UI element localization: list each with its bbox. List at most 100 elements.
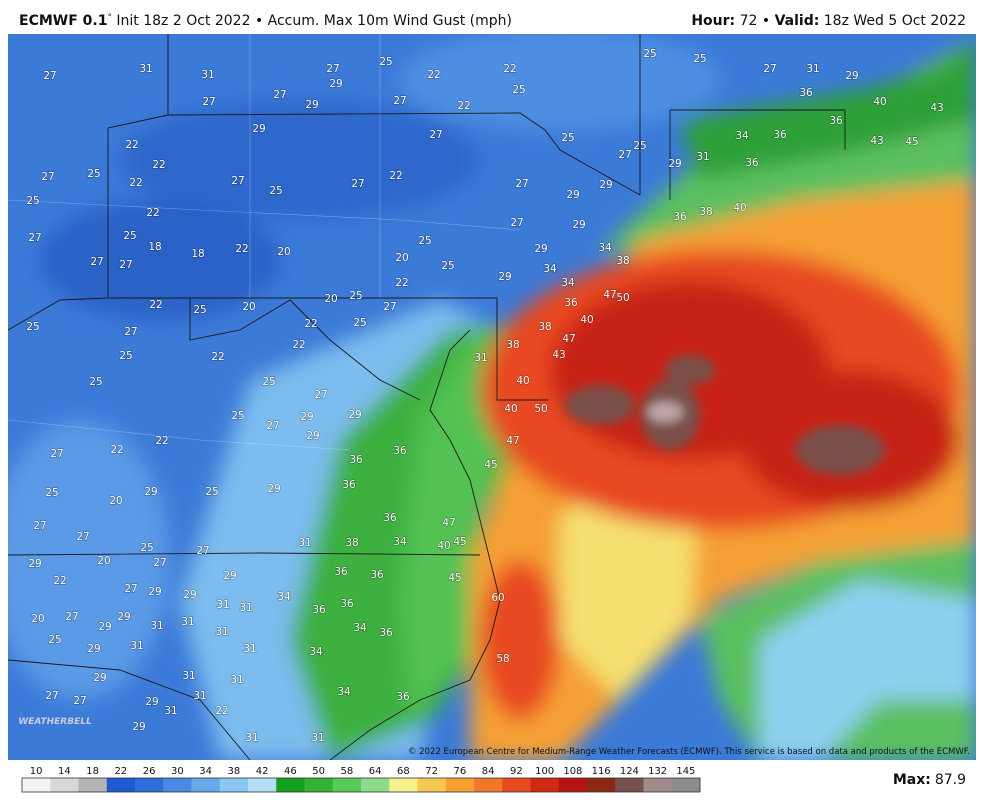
gust-label: 31: [130, 640, 143, 652]
colorbar-swatch: [304, 778, 334, 792]
gust-label: 31: [193, 690, 206, 702]
colorbar-tick-label: 18: [86, 766, 99, 777]
gust-label: 29: [145, 696, 158, 708]
gust-label: 38: [506, 339, 519, 351]
colorbar-swatch: [502, 778, 531, 792]
colorbar-tick-label: 92: [510, 766, 523, 777]
gust-label: 29: [300, 411, 313, 423]
gust-label: 22: [457, 100, 470, 112]
gust-label: 47: [506, 435, 519, 447]
gust-label: 27: [73, 695, 86, 707]
gust-label: 50: [616, 292, 629, 304]
gust-label: 20: [324, 293, 337, 305]
colorbar-tick-label: 64: [369, 766, 382, 777]
gust-label: 34: [337, 686, 351, 698]
gust-label: 29: [668, 158, 681, 170]
gust-label: 31: [150, 620, 163, 632]
gust-label: 36: [340, 598, 354, 610]
gust-label: 25: [353, 317, 366, 329]
gust-label: 29: [348, 409, 361, 421]
gust-label: 25: [441, 260, 454, 272]
gust-label: 31: [239, 602, 252, 614]
gust-label: 45: [448, 572, 461, 584]
gust-label: 27: [351, 178, 364, 190]
colorbar-swatch: [671, 778, 701, 792]
gust-label: 34: [353, 622, 367, 634]
gust-label: 29: [599, 179, 612, 191]
gust-label: 43: [552, 349, 565, 361]
gust-label: 29: [566, 189, 579, 201]
gust-label: 31: [201, 69, 214, 81]
colorbar-tick-label: 26: [143, 766, 156, 777]
header-desc: Init 18z 2 Oct 2022 • Accum. Max 10m Win…: [112, 13, 512, 29]
degree: °: [107, 13, 112, 23]
max: Max: 87.9: [893, 772, 966, 788]
gust-label: 27: [763, 63, 776, 75]
gust-label: 36: [564, 297, 578, 309]
copyright: © 2022 European Centre for Medium-Range …: [408, 747, 970, 757]
colorbar-swatch: [22, 778, 51, 792]
gust-label: 29: [117, 611, 130, 623]
gust-label: 25: [512, 84, 525, 96]
gust-label: 25: [379, 56, 392, 68]
gust-label: 22: [292, 339, 305, 351]
gust-label: 29: [534, 243, 547, 255]
colorbar-swatch: [474, 778, 503, 792]
gust-label: 40: [580, 314, 593, 326]
gust-label: 31: [696, 151, 709, 163]
gust-label: 29: [87, 643, 100, 655]
colorbar-tick-label: 22: [115, 766, 128, 777]
gust-label: 25: [643, 48, 656, 60]
gust-label: 29: [28, 558, 41, 570]
colorbar-tick-label: 100: [535, 766, 554, 777]
gust-label: 22: [149, 299, 162, 311]
model-name: ECMWF 0.1: [19, 13, 107, 29]
gust-label: 27: [50, 448, 63, 460]
gust-label: 47: [603, 289, 616, 301]
gust-label: 40: [437, 540, 450, 552]
gust-label: 38: [345, 537, 358, 549]
gust-label: 31: [298, 537, 311, 549]
gust-label: 25: [89, 376, 102, 388]
gust-label: 36: [383, 512, 397, 524]
gust-label: 27: [119, 259, 132, 271]
gust-label: 34: [393, 536, 407, 548]
max-label: Max:: [893, 772, 931, 788]
colorbar-tick-label: 10: [30, 766, 43, 777]
gust-label: 27: [153, 557, 166, 569]
gust-label: 29: [93, 672, 106, 684]
gust-label: 22: [146, 207, 159, 219]
gust-label: 20: [31, 613, 44, 625]
gust-label: 22: [125, 139, 138, 151]
colorbar: 10 14 18 22 26 30 34 38 42 46 50 58 64 68 72 76 84 92 100 1…: [21, 766, 701, 793]
gust-label: 20: [97, 555, 110, 567]
gust-label: 29: [148, 586, 161, 598]
gust-label: 29: [132, 721, 145, 733]
gust-label: 27: [231, 175, 244, 187]
gust-label: 27: [618, 149, 631, 161]
gust-label: 50: [534, 403, 547, 415]
colorbar-swatch: [361, 778, 390, 792]
gust-label: 38: [699, 206, 712, 218]
colorbar-swatch: [135, 778, 164, 792]
gust-label: 31: [139, 63, 152, 75]
gust-label: 27: [266, 420, 279, 432]
gust-label: 34: [561, 277, 575, 289]
colorbar-tick-label: 68: [397, 766, 410, 777]
gust-label: 22: [155, 435, 168, 447]
gust-label: 22: [389, 170, 402, 182]
colorbar-tick-label: 50: [312, 766, 325, 777]
gust-label: 45: [484, 459, 497, 471]
gust-label: 29: [845, 70, 858, 82]
colorbar-tick-label: 14: [58, 766, 71, 777]
gust-label: 27: [45, 690, 58, 702]
hour-label: Hour:: [691, 13, 735, 29]
gust-label: 22: [211, 351, 224, 363]
gust-label: 31: [806, 63, 819, 75]
gust-label: 22: [235, 243, 248, 255]
gust-label: 18: [191, 248, 204, 260]
gust-label: 31: [164, 705, 177, 717]
gust-label: 27: [41, 171, 54, 183]
gust-label: 27: [383, 301, 396, 313]
